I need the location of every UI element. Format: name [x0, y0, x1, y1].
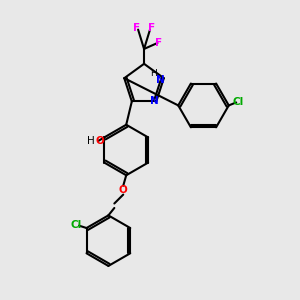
Text: O: O	[95, 136, 104, 146]
Text: Cl: Cl	[70, 220, 82, 230]
Text: H: H	[87, 136, 94, 146]
Text: F: F	[148, 23, 155, 33]
Text: O: O	[119, 185, 128, 195]
Text: F: F	[133, 23, 140, 33]
Text: N: N	[150, 96, 159, 106]
Text: N: N	[157, 75, 165, 85]
Text: H: H	[150, 69, 157, 78]
Text: Cl: Cl	[232, 98, 243, 107]
Text: F: F	[155, 38, 163, 48]
